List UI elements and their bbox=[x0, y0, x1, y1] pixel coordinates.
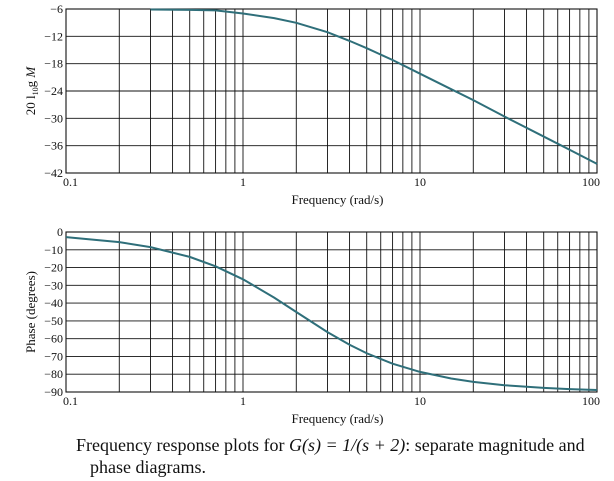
x-axis-label: Frequency (rad/s) bbox=[291, 411, 383, 426]
y-tick-label: −50 bbox=[44, 314, 63, 328]
x-tick-label: 100 bbox=[582, 175, 600, 189]
y-axis-label: 20 l10g M bbox=[23, 66, 40, 116]
y-tick-label: −12 bbox=[44, 29, 63, 43]
x-tick-label: 1 bbox=[240, 394, 246, 408]
x-tick-label: 0.1 bbox=[63, 394, 78, 408]
y-tick-label: −30 bbox=[44, 111, 63, 125]
y-tick-label: −42 bbox=[44, 166, 63, 180]
y-tick-label: −24 bbox=[44, 84, 63, 98]
x-axis-label: Frequency (rad/s) bbox=[291, 192, 383, 207]
magnitude-series-line bbox=[150, 8, 598, 165]
y-tick-label: −40 bbox=[44, 296, 63, 310]
phase-grid bbox=[66, 232, 597, 392]
y-tick-label: −60 bbox=[44, 332, 63, 346]
x-tick-label: 10 bbox=[414, 394, 426, 408]
y-tick-label: −70 bbox=[44, 349, 63, 363]
magnitude-frame bbox=[65, 8, 598, 174]
phase-frame bbox=[65, 231, 598, 393]
x-tick-label: 1 bbox=[240, 175, 246, 189]
y-tick-label: −10 bbox=[44, 243, 63, 257]
magnitude-plot: −6 −12 −18 −24 −30 −36 −420.1 1 10 100 Frequency (… bbox=[23, 2, 600, 207]
y-tick-label: 0 bbox=[57, 225, 63, 239]
caption-line2: phase diagrams. bbox=[90, 457, 206, 477]
y-tick-label: −6 bbox=[50, 2, 63, 16]
x-tick-label: 0.1 bbox=[63, 175, 78, 189]
y-tick-label: −30 bbox=[44, 278, 63, 292]
caption-suffix: : separate magnitude and bbox=[405, 435, 585, 455]
y-tick-label: −20 bbox=[44, 261, 63, 275]
y-tick-label: −18 bbox=[44, 57, 63, 71]
caption-formula: G(s) = 1/(s + 2) bbox=[288, 435, 406, 455]
y-axis-label: Phase (degrees) bbox=[23, 271, 38, 353]
y-tick-label: −90 bbox=[44, 385, 63, 399]
magnitude-grid bbox=[66, 9, 597, 173]
phase-series-line bbox=[65, 236, 598, 392]
caption-prefix: Frequency response plots for bbox=[76, 435, 289, 455]
y-tick-label: −36 bbox=[44, 139, 63, 153]
phase-plot: 0 −10 −20 −30 −40 −50 −60 −70 −80 −900.1 1 10 100 Fre… bbox=[23, 225, 600, 426]
y-tick-label: −80 bbox=[44, 367, 63, 381]
x-tick-label: 10 bbox=[414, 175, 426, 189]
figure-caption: Frequency response plots for G(s) = 1/(s… bbox=[76, 434, 611, 478]
x-tick-label: 100 bbox=[582, 394, 600, 408]
